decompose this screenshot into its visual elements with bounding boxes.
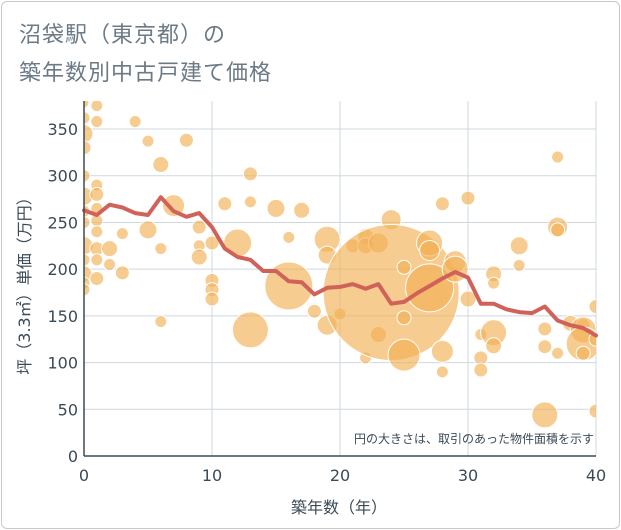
bubble-point: [84, 283, 91, 297]
y-tick-label: 350: [47, 120, 78, 139]
bubble-point: [242, 166, 258, 182]
y-axis-label: 坪（3.3㎡）単価（万円）: [15, 189, 34, 374]
bubble-point: [90, 101, 104, 113]
bubble-point: [84, 253, 91, 267]
chart-title-line1: 沼袋駅（東京都）の: [19, 23, 227, 48]
bubble-point: [588, 299, 596, 315]
bubble-point: [84, 111, 91, 125]
bubble-point: [103, 257, 117, 271]
bubble-point: [485, 337, 503, 355]
bubble-point: [512, 258, 526, 272]
bubble-point: [282, 230, 296, 244]
y-tick-label: 100: [47, 354, 78, 373]
bubble-point: [293, 201, 311, 219]
bubble-point: [152, 156, 170, 174]
y-tick-labels: 0 50 100 150 200 250 300 350: [47, 120, 78, 466]
x-tick-label: 30: [458, 466, 478, 485]
bubble-point: [588, 403, 596, 419]
bubble-point: [531, 401, 559, 429]
x-tick-label: 40: [586, 466, 606, 485]
bubble-point: [89, 186, 105, 202]
bubble-point: [162, 194, 186, 218]
bubble-point: [141, 134, 155, 148]
bubble-point: [101, 240, 119, 258]
bubble-point: [154, 314, 168, 328]
bubble-point: [190, 248, 208, 266]
bubble-point: [217, 196, 233, 212]
y-tick-label: 250: [47, 213, 78, 232]
x-tick-labels: 0 10 20 30 40: [79, 466, 606, 485]
bubble-point: [459, 290, 477, 308]
bubble-point: [90, 253, 104, 267]
bubble-point: [509, 236, 529, 256]
bubble-point: [551, 346, 565, 360]
x-tick-label: 20: [330, 466, 350, 485]
bubble-point: [128, 115, 142, 129]
chart-title-line2: 築年数別中古戸建て価格: [19, 61, 273, 86]
bubble-point: [154, 242, 168, 256]
x-tick-label: 10: [202, 466, 222, 485]
bubble-point: [551, 150, 565, 164]
bubble-point: [204, 235, 220, 251]
bubble-point: [84, 169, 91, 183]
x-axis-label: 築年数（年）: [291, 498, 387, 517]
bubble-point: [84, 101, 90, 109]
y-tick-label: 0: [68, 447, 78, 466]
bubble-point: [114, 265, 130, 281]
bubble-point: [537, 321, 553, 337]
bubble-point: [84, 215, 91, 229]
bubble-point: [487, 276, 501, 290]
bubble-point: [430, 339, 454, 363]
bubble-point: [550, 222, 566, 238]
bubble-point: [396, 259, 412, 275]
bubble-point: [387, 338, 421, 372]
bubble-point: [473, 362, 489, 378]
y-tick-label: 150: [47, 307, 78, 326]
bubble-point: [115, 227, 129, 241]
bubble-series: [84, 101, 596, 429]
y-tick-label: 200: [47, 260, 78, 279]
trend-line: [82, 195, 598, 338]
bubble-point: [306, 303, 322, 319]
bubble-point: [231, 311, 269, 349]
bubble-point: [84, 124, 94, 144]
bubble-point: [204, 291, 220, 307]
bubble-point: [434, 196, 450, 212]
bubble-point: [460, 190, 476, 206]
bubble-point: [90, 115, 104, 129]
bubble-point: [266, 198, 286, 218]
bubble-point: [138, 220, 158, 240]
y-tick-label: 300: [47, 167, 78, 186]
bubble-point: [435, 365, 449, 379]
x-tick-label: 0: [79, 466, 89, 485]
bubble-point: [84, 140, 92, 156]
trend-line-group: [82, 195, 598, 338]
bubble-point: [575, 345, 591, 361]
bubble-point: [178, 132, 194, 148]
axes: [83, 101, 596, 457]
size-note: 円の大きさは、取引のあった物件面積を示す: [354, 431, 594, 446]
bubble-point: [191, 219, 207, 235]
bubble-point: [396, 310, 412, 326]
bubble-point: [89, 271, 105, 286]
bubble-point: [90, 225, 104, 239]
bubble-point: [537, 339, 553, 355]
bubble-point: [243, 195, 257, 209]
bubble-point: [419, 239, 441, 261]
y-tick-label: 50: [58, 400, 78, 419]
